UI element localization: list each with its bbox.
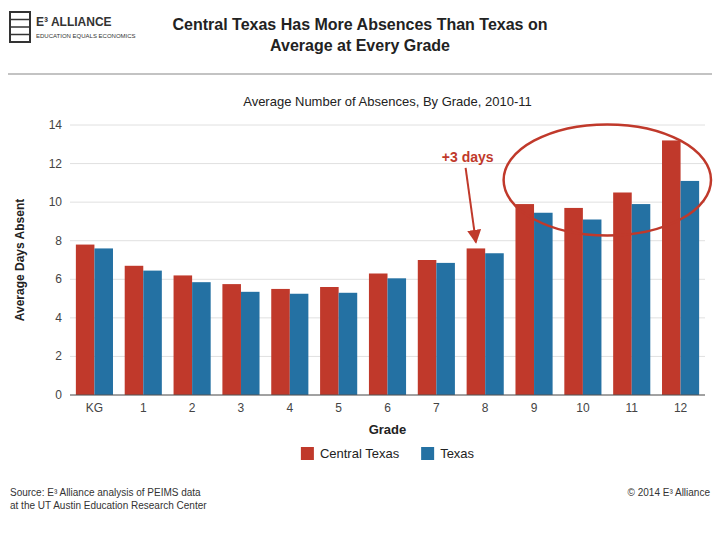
x-tick-label: 10: [576, 401, 590, 415]
x-tick-label: 1: [140, 401, 147, 415]
y-tick-label: 4: [55, 311, 62, 325]
bar: [271, 289, 290, 395]
bar: [418, 260, 437, 395]
bar: [534, 213, 553, 395]
grid-line: [70, 395, 705, 396]
y-axis-label: Average Days Absent: [13, 199, 27, 322]
highlight-ellipse: [504, 124, 711, 235]
x-tick-label: 12: [674, 401, 688, 415]
x-tick-label: 11: [625, 401, 638, 415]
x-tick-label: KG: [86, 401, 103, 415]
y-tick-label: 2: [55, 349, 62, 363]
header-separator: [8, 73, 712, 74]
grid-line: [70, 202, 705, 203]
legend: Central Texas Texas: [301, 446, 475, 461]
bar: [241, 292, 260, 395]
y-tick-label: 8: [55, 234, 62, 248]
annotation-arrow: [466, 168, 476, 242]
bar: [143, 271, 162, 395]
x-tick-label: 2: [189, 401, 196, 415]
logo-text: E³ ALLIANCE: [36, 15, 112, 29]
bar: [564, 208, 583, 395]
chart: E³ ALLIANCE EDUCATION EQUALS ECONOMICS Cen…: [0, 0, 720, 540]
y-tick-label: 14: [49, 118, 63, 132]
x-tick-label: 8: [482, 401, 489, 415]
bar: [192, 282, 211, 395]
bar: [388, 278, 407, 395]
logo: E³ ALLIANCE EDUCATION EQUALS ECONOMICS: [10, 12, 136, 42]
bars: [76, 140, 699, 395]
source-note: Source: E³ Alliance analysis of PEIMS da…: [10, 487, 207, 511]
grid-line: [70, 163, 705, 164]
bar: [339, 293, 358, 395]
x-tick-label: 9: [531, 401, 538, 415]
x-axis-label: Grade: [369, 422, 407, 437]
logo-icon: [10, 12, 30, 42]
logo-icon-line: [10, 34, 30, 36]
background: [0, 0, 720, 540]
logo-icon-line: [10, 26, 30, 28]
y-tick-label: 10: [49, 195, 63, 209]
annotation-text: +3 days: [442, 149, 494, 165]
annotation: +3 days: [442, 124, 711, 242]
x-tick-label: 7: [433, 401, 440, 415]
bar: [467, 248, 486, 395]
x-tick-label: 4: [286, 401, 293, 415]
logo-icon-line: [10, 19, 30, 21]
title: Central Texas Has More Absences Than Tex…: [173, 16, 548, 54]
bar: [369, 274, 388, 396]
bar: [174, 275, 193, 395]
bar: [662, 140, 681, 395]
bar: [613, 193, 632, 396]
bar: [436, 263, 455, 395]
y-tick-label: 0: [55, 388, 62, 402]
bar: [515, 204, 534, 395]
x-tick-label: 5: [335, 401, 342, 415]
grid: [70, 125, 705, 395]
x-axis-line: [70, 395, 705, 396]
x-tick-label: 3: [238, 401, 245, 415]
bar: [583, 220, 602, 396]
logo-tagline: EDUCATION EQUALS ECONOMICS: [36, 33, 136, 39]
copyright-note: © 2014 E³ Alliance: [628, 487, 711, 498]
legend-swatch: [301, 447, 314, 460]
subtitle: Average Number of Absences, By Grade, 20…: [243, 94, 532, 109]
bar: [76, 245, 95, 395]
grid-line: [70, 240, 705, 241]
bar: [320, 287, 339, 395]
y-tick-label: 6: [55, 272, 62, 286]
legend-swatch: [421, 447, 434, 460]
legend-label: Central Texas: [320, 446, 400, 461]
bar: [485, 253, 504, 395]
bar: [125, 266, 144, 395]
bar: [94, 248, 113, 395]
bar: [290, 294, 309, 395]
x-tick-label: 6: [384, 401, 391, 415]
bar: [222, 284, 241, 395]
y-tick-label: 12: [49, 157, 63, 171]
legend-label: Texas: [440, 446, 474, 461]
